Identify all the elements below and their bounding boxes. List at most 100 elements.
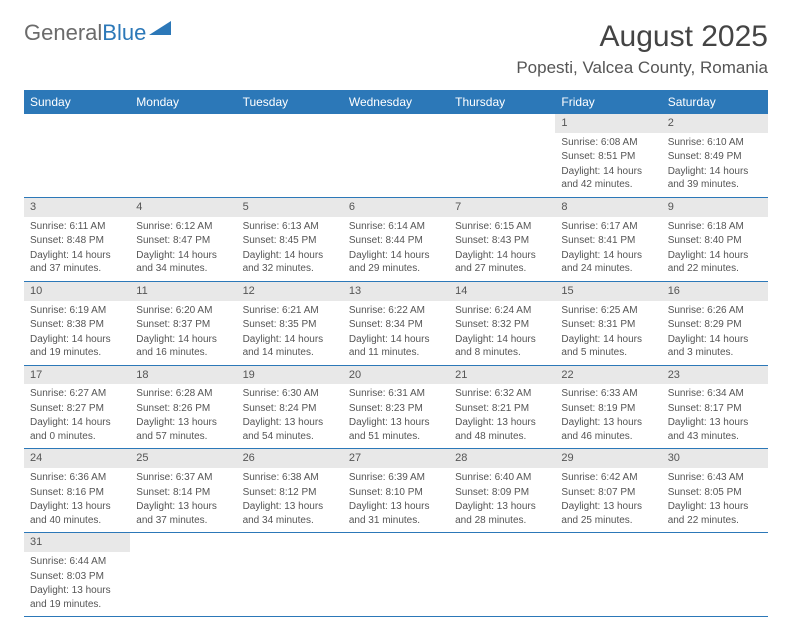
day-body: Sunrise: 6:39 AMSunset: 8:10 PMDaylight:… xyxy=(343,468,449,532)
daylight-text: Daylight: 14 hours and 14 minutes. xyxy=(243,333,337,360)
daylight-text: Daylight: 13 hours and 19 minutes. xyxy=(30,584,124,611)
calendar-day-cell xyxy=(449,114,555,197)
calendar-day-cell: 16Sunrise: 6:26 AMSunset: 8:29 PMDayligh… xyxy=(662,281,768,365)
day-body: Sunrise: 6:38 AMSunset: 8:12 PMDaylight:… xyxy=(237,468,343,532)
calendar-day-cell xyxy=(237,114,343,197)
day-number: 18 xyxy=(130,366,236,385)
daylight-text: Daylight: 14 hours and 32 minutes. xyxy=(243,249,337,276)
day-body: Sunrise: 6:32 AMSunset: 8:21 PMDaylight:… xyxy=(449,384,555,448)
calendar-day-cell: 21Sunrise: 6:32 AMSunset: 8:21 PMDayligh… xyxy=(449,365,555,449)
day-number: 8 xyxy=(555,198,661,217)
calendar-week-row: 1Sunrise: 6:08 AMSunset: 8:51 PMDaylight… xyxy=(24,114,768,197)
day-body: Sunrise: 6:17 AMSunset: 8:41 PMDaylight:… xyxy=(555,217,661,281)
sunrise-text: Sunrise: 6:39 AM xyxy=(349,471,443,485)
daylight-text: Daylight: 14 hours and 3 minutes. xyxy=(668,333,762,360)
daylight-text: Daylight: 13 hours and 22 minutes. xyxy=(668,500,762,527)
day-body: Sunrise: 6:14 AMSunset: 8:44 PMDaylight:… xyxy=(343,217,449,281)
day-body: Sunrise: 6:33 AMSunset: 8:19 PMDaylight:… xyxy=(555,384,661,448)
day-body: Sunrise: 6:10 AMSunset: 8:49 PMDaylight:… xyxy=(662,133,768,197)
day-number: 25 xyxy=(130,449,236,468)
day-body: Sunrise: 6:22 AMSunset: 8:34 PMDaylight:… xyxy=(343,301,449,365)
day-body: Sunrise: 6:28 AMSunset: 8:26 PMDaylight:… xyxy=(130,384,236,448)
calendar-day-cell: 29Sunrise: 6:42 AMSunset: 8:07 PMDayligh… xyxy=(555,449,661,533)
weekday-header: Friday xyxy=(555,90,661,114)
calendar-day-cell: 12Sunrise: 6:21 AMSunset: 8:35 PMDayligh… xyxy=(237,281,343,365)
day-number: 23 xyxy=(662,366,768,385)
day-number: 1 xyxy=(555,114,661,133)
calendar-day-cell: 7Sunrise: 6:15 AMSunset: 8:43 PMDaylight… xyxy=(449,197,555,281)
sunset-text: Sunset: 8:23 PM xyxy=(349,402,443,416)
daylight-text: Daylight: 14 hours and 39 minutes. xyxy=(668,165,762,192)
sunset-text: Sunset: 8:37 PM xyxy=(136,318,230,332)
calendar-day-cell: 30Sunrise: 6:43 AMSunset: 8:05 PMDayligh… xyxy=(662,449,768,533)
calendar-day-cell: 28Sunrise: 6:40 AMSunset: 8:09 PMDayligh… xyxy=(449,449,555,533)
calendar-day-cell: 15Sunrise: 6:25 AMSunset: 8:31 PMDayligh… xyxy=(555,281,661,365)
title-block: August 2025 Popesti, Valcea County, Roma… xyxy=(516,20,768,78)
day-body: Sunrise: 6:40 AMSunset: 8:09 PMDaylight:… xyxy=(449,468,555,532)
sunset-text: Sunset: 8:35 PM xyxy=(243,318,337,332)
daylight-text: Daylight: 14 hours and 8 minutes. xyxy=(455,333,549,360)
sunset-text: Sunset: 8:07 PM xyxy=(561,486,655,500)
calendar-day-cell xyxy=(343,114,449,197)
sunrise-text: Sunrise: 6:22 AM xyxy=(349,304,443,318)
sunset-text: Sunset: 8:16 PM xyxy=(30,486,124,500)
day-number: 30 xyxy=(662,449,768,468)
daylight-text: Daylight: 14 hours and 22 minutes. xyxy=(668,249,762,276)
day-number: 12 xyxy=(237,282,343,301)
daylight-text: Daylight: 13 hours and 43 minutes. xyxy=(668,416,762,443)
flag-icon xyxy=(149,21,171,35)
daylight-text: Daylight: 13 hours and 57 minutes. xyxy=(136,416,230,443)
daylight-text: Daylight: 14 hours and 5 minutes. xyxy=(561,333,655,360)
calendar-day-cell: 20Sunrise: 6:31 AMSunset: 8:23 PMDayligh… xyxy=(343,365,449,449)
logo-text-2: Blue xyxy=(102,20,146,46)
day-number: 29 xyxy=(555,449,661,468)
daylight-text: Daylight: 13 hours and 34 minutes. xyxy=(243,500,337,527)
sunset-text: Sunset: 8:34 PM xyxy=(349,318,443,332)
header: GeneralBlue August 2025 Popesti, Valcea … xyxy=(24,20,768,78)
sunset-text: Sunset: 8:17 PM xyxy=(668,402,762,416)
calendar-week-row: 10Sunrise: 6:19 AMSunset: 8:38 PMDayligh… xyxy=(24,281,768,365)
daylight-text: Daylight: 14 hours and 42 minutes. xyxy=(561,165,655,192)
weekday-header: Saturday xyxy=(662,90,768,114)
calendar-week-row: 17Sunrise: 6:27 AMSunset: 8:27 PMDayligh… xyxy=(24,365,768,449)
calendar-day-cell: 3Sunrise: 6:11 AMSunset: 8:48 PMDaylight… xyxy=(24,197,130,281)
sunrise-text: Sunrise: 6:20 AM xyxy=(136,304,230,318)
daylight-text: Daylight: 13 hours and 28 minutes. xyxy=(455,500,549,527)
sunset-text: Sunset: 8:40 PM xyxy=(668,234,762,248)
day-number: 11 xyxy=(130,282,236,301)
sunrise-text: Sunrise: 6:43 AM xyxy=(668,471,762,485)
calendar-day-cell: 10Sunrise: 6:19 AMSunset: 8:38 PMDayligh… xyxy=(24,281,130,365)
calendar-day-cell: 26Sunrise: 6:38 AMSunset: 8:12 PMDayligh… xyxy=(237,449,343,533)
day-body: Sunrise: 6:15 AMSunset: 8:43 PMDaylight:… xyxy=(449,217,555,281)
sunrise-text: Sunrise: 6:24 AM xyxy=(455,304,549,318)
daylight-text: Daylight: 13 hours and 48 minutes. xyxy=(455,416,549,443)
sunrise-text: Sunrise: 6:25 AM xyxy=(561,304,655,318)
sunrise-text: Sunrise: 6:18 AM xyxy=(668,220,762,234)
day-body: Sunrise: 6:13 AMSunset: 8:45 PMDaylight:… xyxy=(237,217,343,281)
sunset-text: Sunset: 8:51 PM xyxy=(561,150,655,164)
day-body: Sunrise: 6:12 AMSunset: 8:47 PMDaylight:… xyxy=(130,217,236,281)
sunrise-text: Sunrise: 6:31 AM xyxy=(349,387,443,401)
daylight-text: Daylight: 13 hours and 25 minutes. xyxy=(561,500,655,527)
weekday-header: Tuesday xyxy=(237,90,343,114)
calendar-day-cell: 1Sunrise: 6:08 AMSunset: 8:51 PMDaylight… xyxy=(555,114,661,197)
day-number: 3 xyxy=(24,198,130,217)
daylight-text: Daylight: 13 hours and 54 minutes. xyxy=(243,416,337,443)
calendar-day-cell: 9Sunrise: 6:18 AMSunset: 8:40 PMDaylight… xyxy=(662,197,768,281)
calendar-day-cell xyxy=(343,533,449,617)
sunset-text: Sunset: 8:38 PM xyxy=(30,318,124,332)
day-body: Sunrise: 6:19 AMSunset: 8:38 PMDaylight:… xyxy=(24,301,130,365)
calendar-day-cell: 19Sunrise: 6:30 AMSunset: 8:24 PMDayligh… xyxy=(237,365,343,449)
day-body: Sunrise: 6:26 AMSunset: 8:29 PMDaylight:… xyxy=(662,301,768,365)
day-body: Sunrise: 6:30 AMSunset: 8:24 PMDaylight:… xyxy=(237,384,343,448)
sunrise-text: Sunrise: 6:11 AM xyxy=(30,220,124,234)
sunrise-text: Sunrise: 6:30 AM xyxy=(243,387,337,401)
sunset-text: Sunset: 8:45 PM xyxy=(243,234,337,248)
daylight-text: Daylight: 14 hours and 37 minutes. xyxy=(30,249,124,276)
calendar-week-row: 3Sunrise: 6:11 AMSunset: 8:48 PMDaylight… xyxy=(24,197,768,281)
day-body: Sunrise: 6:24 AMSunset: 8:32 PMDaylight:… xyxy=(449,301,555,365)
month-title: August 2025 xyxy=(516,20,768,54)
day-number: 13 xyxy=(343,282,449,301)
day-body: Sunrise: 6:36 AMSunset: 8:16 PMDaylight:… xyxy=(24,468,130,532)
sunset-text: Sunset: 8:09 PM xyxy=(455,486,549,500)
